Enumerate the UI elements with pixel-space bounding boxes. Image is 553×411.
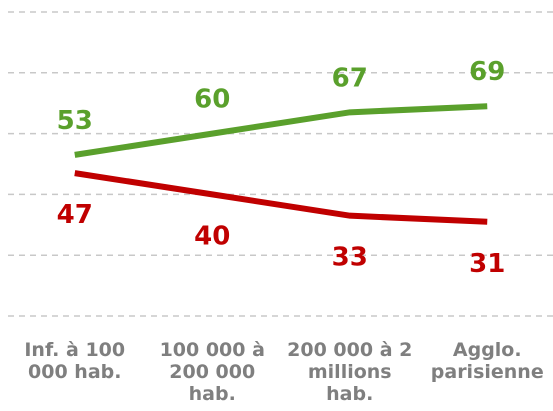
data-label: 60 <box>194 85 230 115</box>
x-tick-label: Inf. à 100 000 hab. <box>24 339 125 383</box>
data-label: 31 <box>469 249 505 279</box>
data-label: 47 <box>57 200 93 230</box>
data-label: 40 <box>194 221 230 251</box>
x-tick-label: 100 000 à 200 000 hab. <box>160 339 265 405</box>
x-tick-label: Agglo. parisienne <box>431 339 544 383</box>
x-tick-label: 200 000 à 2 millions hab. <box>287 339 412 405</box>
data-label: 53 <box>57 106 93 136</box>
data-label: 67 <box>332 63 368 93</box>
series-line <box>74 103 488 158</box>
series-line <box>74 170 488 225</box>
data-label: 69 <box>469 57 505 87</box>
data-label: 33 <box>332 243 368 273</box>
